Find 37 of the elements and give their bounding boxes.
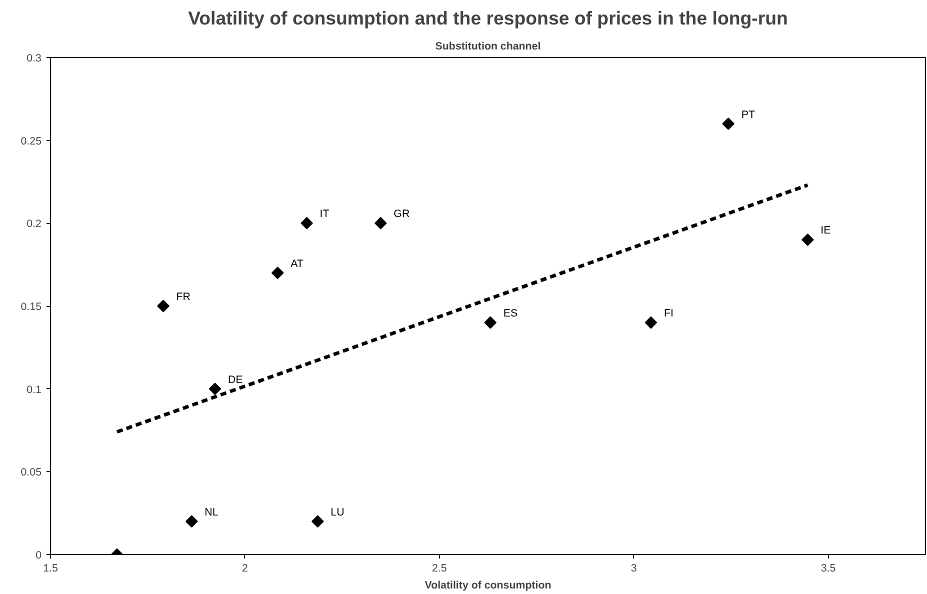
annotation: FR: [176, 291, 191, 303]
y-tick-label: 0.1: [26, 384, 42, 396]
annotation: ES: [503, 308, 518, 320]
point: [644, 316, 658, 329]
y-tick-label: 0.3: [26, 52, 42, 64]
y-tick-label: 0: [36, 550, 42, 562]
x-tick-label: 2.5: [432, 562, 447, 574]
point: [271, 266, 284, 280]
y-tick-label: 0.15: [20, 301, 42, 313]
chart-subtitle: Substitution channel: [435, 40, 541, 52]
y-tick-label: 0.25: [20, 135, 42, 148]
point: [374, 217, 387, 230]
point: [208, 382, 222, 395]
annotation: IT: [320, 208, 330, 220]
annotation: NL: [204, 506, 218, 518]
y-tick-label: 0.05: [20, 466, 42, 479]
annotation: AT: [290, 258, 304, 270]
annotation: IE: [820, 224, 831, 237]
point: [722, 118, 734, 130]
annotation: LU: [330, 506, 344, 518]
chart-title: Volatility of consumption and the response of prices in the long-run: [188, 8, 788, 28]
point: [300, 217, 313, 230]
annotation: PT: [741, 108, 756, 121]
x-tick-label: 1.5: [43, 562, 58, 574]
point: [312, 515, 324, 528]
point: [157, 300, 170, 312]
point: [186, 515, 198, 528]
annotation: GR: [394, 208, 410, 220]
x-tick-label: 3.5: [820, 562, 836, 574]
x-tick-label: 2: [242, 562, 248, 574]
y-tick-label: 0.2: [26, 218, 42, 230]
x-axis-title: Volatility of consumption: [424, 580, 552, 592]
x-tick-label: 3: [630, 562, 637, 574]
point: [484, 316, 496, 329]
annotation: DE: [228, 374, 243, 386]
point: [802, 234, 814, 246]
annotation: FI: [664, 308, 674, 320]
